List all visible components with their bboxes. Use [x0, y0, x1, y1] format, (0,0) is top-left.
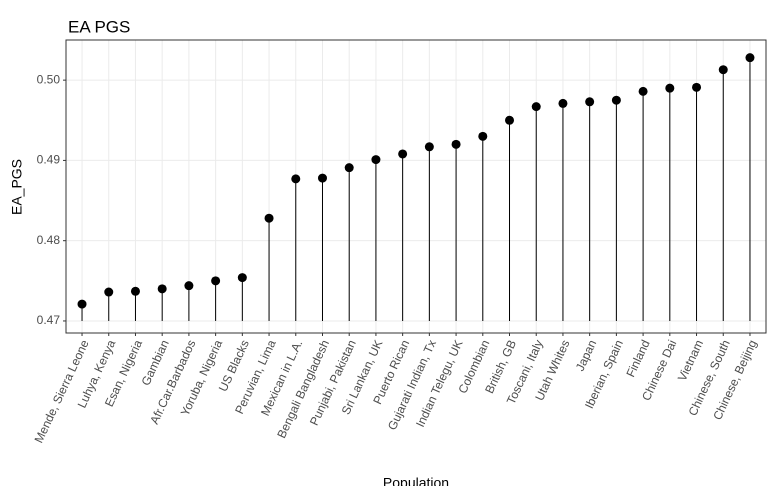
y-axis-label: EA_PGS [9, 159, 25, 215]
dot [264, 213, 274, 223]
y-tick-label: 0.49 [37, 153, 61, 167]
dot [317, 173, 327, 183]
dot [130, 286, 140, 296]
dot [478, 131, 488, 141]
dot [585, 97, 595, 107]
dot [77, 299, 87, 309]
dot [665, 83, 675, 93]
chart-title: EA PGS [68, 17, 130, 36]
x-axis-label: Population [383, 475, 449, 486]
dot [291, 174, 301, 184]
dot [718, 65, 728, 75]
dot [451, 139, 461, 149]
dot [505, 115, 515, 125]
dot [157, 284, 167, 294]
plot-border [65, 39, 767, 334]
dot [424, 142, 434, 152]
dot [745, 53, 755, 63]
dot [211, 276, 221, 286]
y-tick-label: 0.48 [37, 233, 61, 247]
dot [371, 155, 381, 165]
dot [611, 95, 621, 105]
y-tick-label: 0.47 [37, 313, 61, 327]
dot [237, 273, 247, 283]
dot [692, 82, 702, 92]
dot [558, 98, 568, 108]
dot [104, 287, 114, 297]
dot [531, 102, 541, 112]
dot [638, 86, 648, 96]
y-tick-label: 0.50 [37, 72, 61, 86]
dot [184, 281, 194, 291]
dot [344, 163, 354, 173]
dot [398, 149, 408, 159]
